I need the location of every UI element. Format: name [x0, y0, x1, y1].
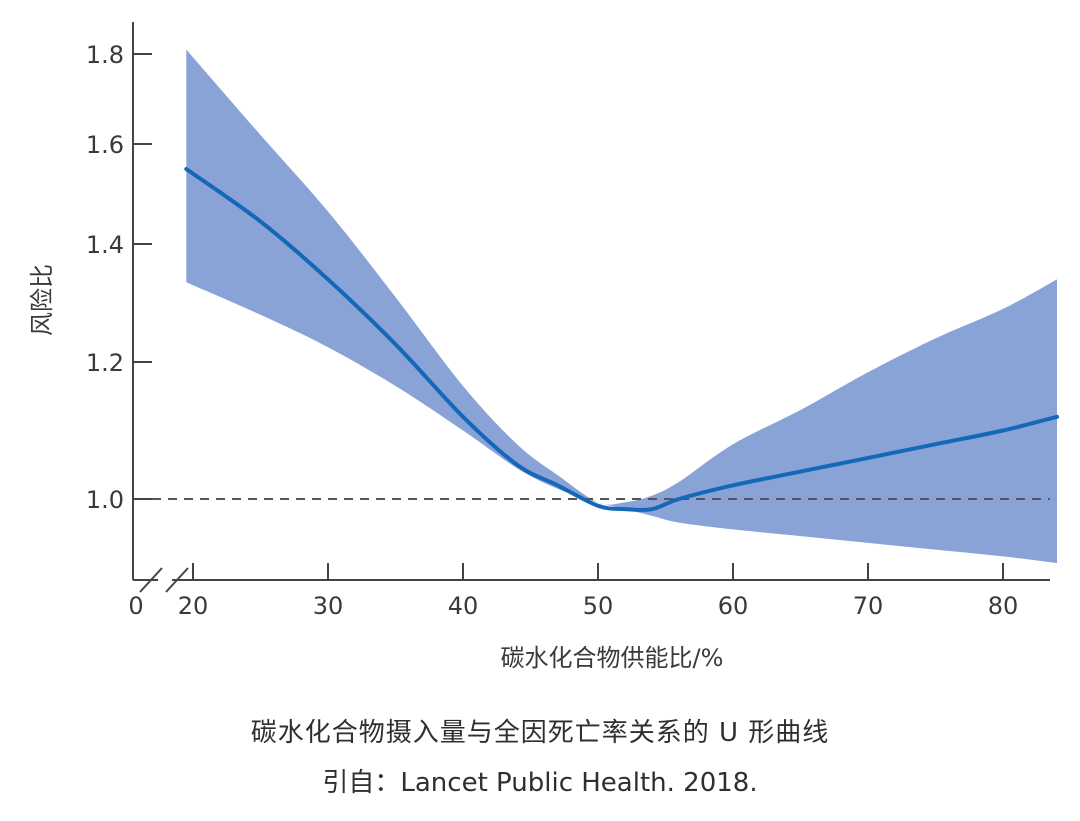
y-tick-label: 1.8	[86, 41, 124, 69]
x-tick-label: 70	[853, 592, 884, 620]
x-tick-label: 20	[178, 592, 209, 620]
hazard-ratio-line	[184, 167, 1059, 513]
axes	[132, 22, 1050, 593]
axis-break-mark-left	[139, 567, 163, 593]
caption-title: 碳水化合物摄入量与全因死亡率关系的 U 形曲线	[250, 718, 830, 748]
confidence-band-area	[186, 49, 1058, 564]
x-tick-label: 80	[988, 592, 1019, 620]
chart: 20 30 40 50 60 70 80 0 1.0 1.2 1.4 1.6 1.8 风险比 碳水化合物…	[28, 22, 1059, 672]
axis-break-mark-right	[165, 567, 189, 593]
y-tick-label: 1.6	[86, 131, 124, 159]
x-tick-label: 30	[313, 592, 344, 620]
y-tick-label: 1.4	[86, 231, 124, 259]
x-tick-label: 60	[718, 592, 749, 620]
y-tick-label: 1.2	[86, 349, 124, 377]
y-tick-label: 1.0	[86, 486, 124, 514]
caption-source: 引自：Lancet Public Health. 2018.	[322, 768, 758, 798]
x-axis-title: 碳水化合物供能比/%	[501, 644, 724, 672]
confidence-band	[186, 49, 1058, 564]
y-axis-title: 风险比	[28, 264, 56, 336]
hazard-ratio-line-group	[184, 167, 1059, 513]
ticks: 20 30 40 50 60 70 80 0 1.0 1.2 1.4 1.6 1.8	[86, 41, 1018, 620]
x-tick-label: 40	[448, 592, 479, 620]
x-origin-label: 0	[128, 592, 143, 620]
x-tick-label: 50	[583, 592, 614, 620]
